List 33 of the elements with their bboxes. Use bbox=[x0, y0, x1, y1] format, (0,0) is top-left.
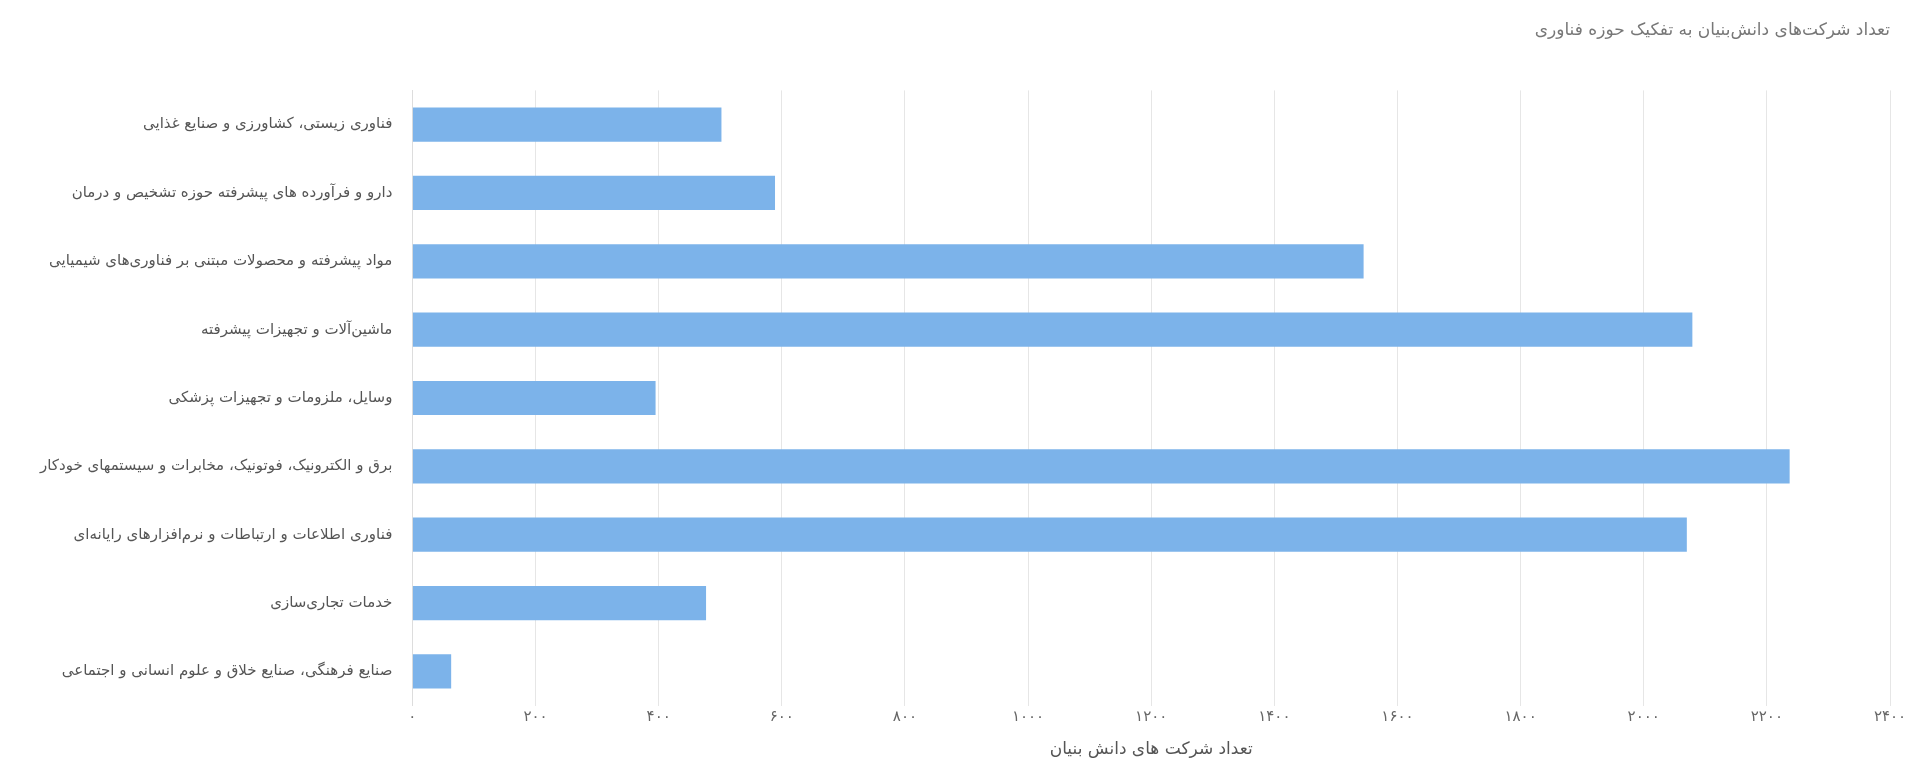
y-tick-label: برق و الکترونیک، فوتونیک، مخابرات و سیستمهای خودکار bbox=[38, 456, 393, 475]
bar bbox=[412, 585, 707, 621]
x-tick-label: ۸۰۰ bbox=[892, 707, 918, 726]
x-tick-label: ۲۲۰۰ bbox=[1750, 707, 1783, 726]
bar bbox=[412, 380, 656, 416]
x-tick-label: ۱۶۰۰ bbox=[1381, 707, 1414, 726]
y-tick-label: وسایل، ملزومات و تجهیزات پزشکی bbox=[168, 387, 393, 407]
x-tick-label: ۲۰۰۰ bbox=[1627, 707, 1660, 726]
y-tick-label: فناوری زیستی، کشاورزی و صنایع غذایی bbox=[143, 114, 393, 133]
y-tick-label: فناوری اطلاعات و ارتباطات و نرم‌افزارهای رایانه‌ای bbox=[73, 524, 393, 543]
x-axis-title: تعداد شرکت های دانش بنیان bbox=[1049, 738, 1253, 759]
y-tick-label: خدمات تجاری‌سازی bbox=[270, 592, 393, 611]
x-tick-label: ۱۴۰۰ bbox=[1258, 707, 1291, 726]
bar bbox=[412, 517, 1687, 552]
x-tick-label: ۱۸۰۰ bbox=[1504, 707, 1537, 726]
x-tick-label: ۲۰۰ bbox=[523, 707, 548, 726]
x-tick-label: ۲۴۰۰ bbox=[1873, 707, 1907, 726]
bar bbox=[412, 312, 1693, 347]
bar bbox=[412, 244, 1364, 279]
bar bbox=[412, 449, 1790, 484]
bar bbox=[412, 107, 722, 142]
bar bbox=[412, 654, 452, 689]
chart-title: تعداد شرکت‌های دانش‌بنیان به تفکیک حوزه فناوری bbox=[1534, 18, 1891, 39]
bar bbox=[412, 175, 776, 211]
x-tick-label: ۶۰۰ bbox=[769, 707, 794, 726]
x-tick-label: ۱۰۰۰ bbox=[1011, 707, 1045, 726]
y-tick-label: صنایع فرهنگی، صنایع خلاق و علوم انسانی و اجتماعی bbox=[61, 661, 393, 680]
x-tick-label: ۴۰۰ bbox=[646, 707, 671, 726]
y-tick-label: دارو و فرآورده های پیشرفته حوزه تشخیص و درمان bbox=[71, 182, 393, 202]
y-tick-label: ماشین‌آلات و تجهیزات پیشرفته bbox=[200, 319, 393, 339]
y-tick-label: مواد پیشرفته و محصولات مبتنی بر فناوری‌های شیمیایی bbox=[49, 251, 393, 271]
x-tick-label: ۰ bbox=[408, 707, 417, 726]
x-tick-label: ۱۲۰۰ bbox=[1135, 707, 1168, 726]
